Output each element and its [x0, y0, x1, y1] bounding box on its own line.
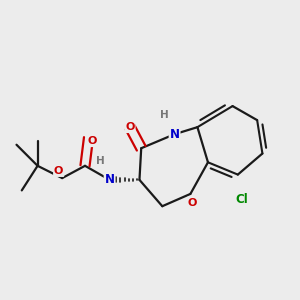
Text: O: O [54, 166, 63, 176]
Text: H: H [96, 155, 105, 166]
Text: N: N [105, 173, 115, 186]
Text: O: O [188, 198, 197, 208]
Text: H: H [160, 110, 168, 120]
Text: N: N [169, 128, 180, 141]
Text: O: O [87, 136, 97, 146]
Text: Cl: Cl [235, 193, 248, 206]
Text: O: O [125, 122, 135, 132]
